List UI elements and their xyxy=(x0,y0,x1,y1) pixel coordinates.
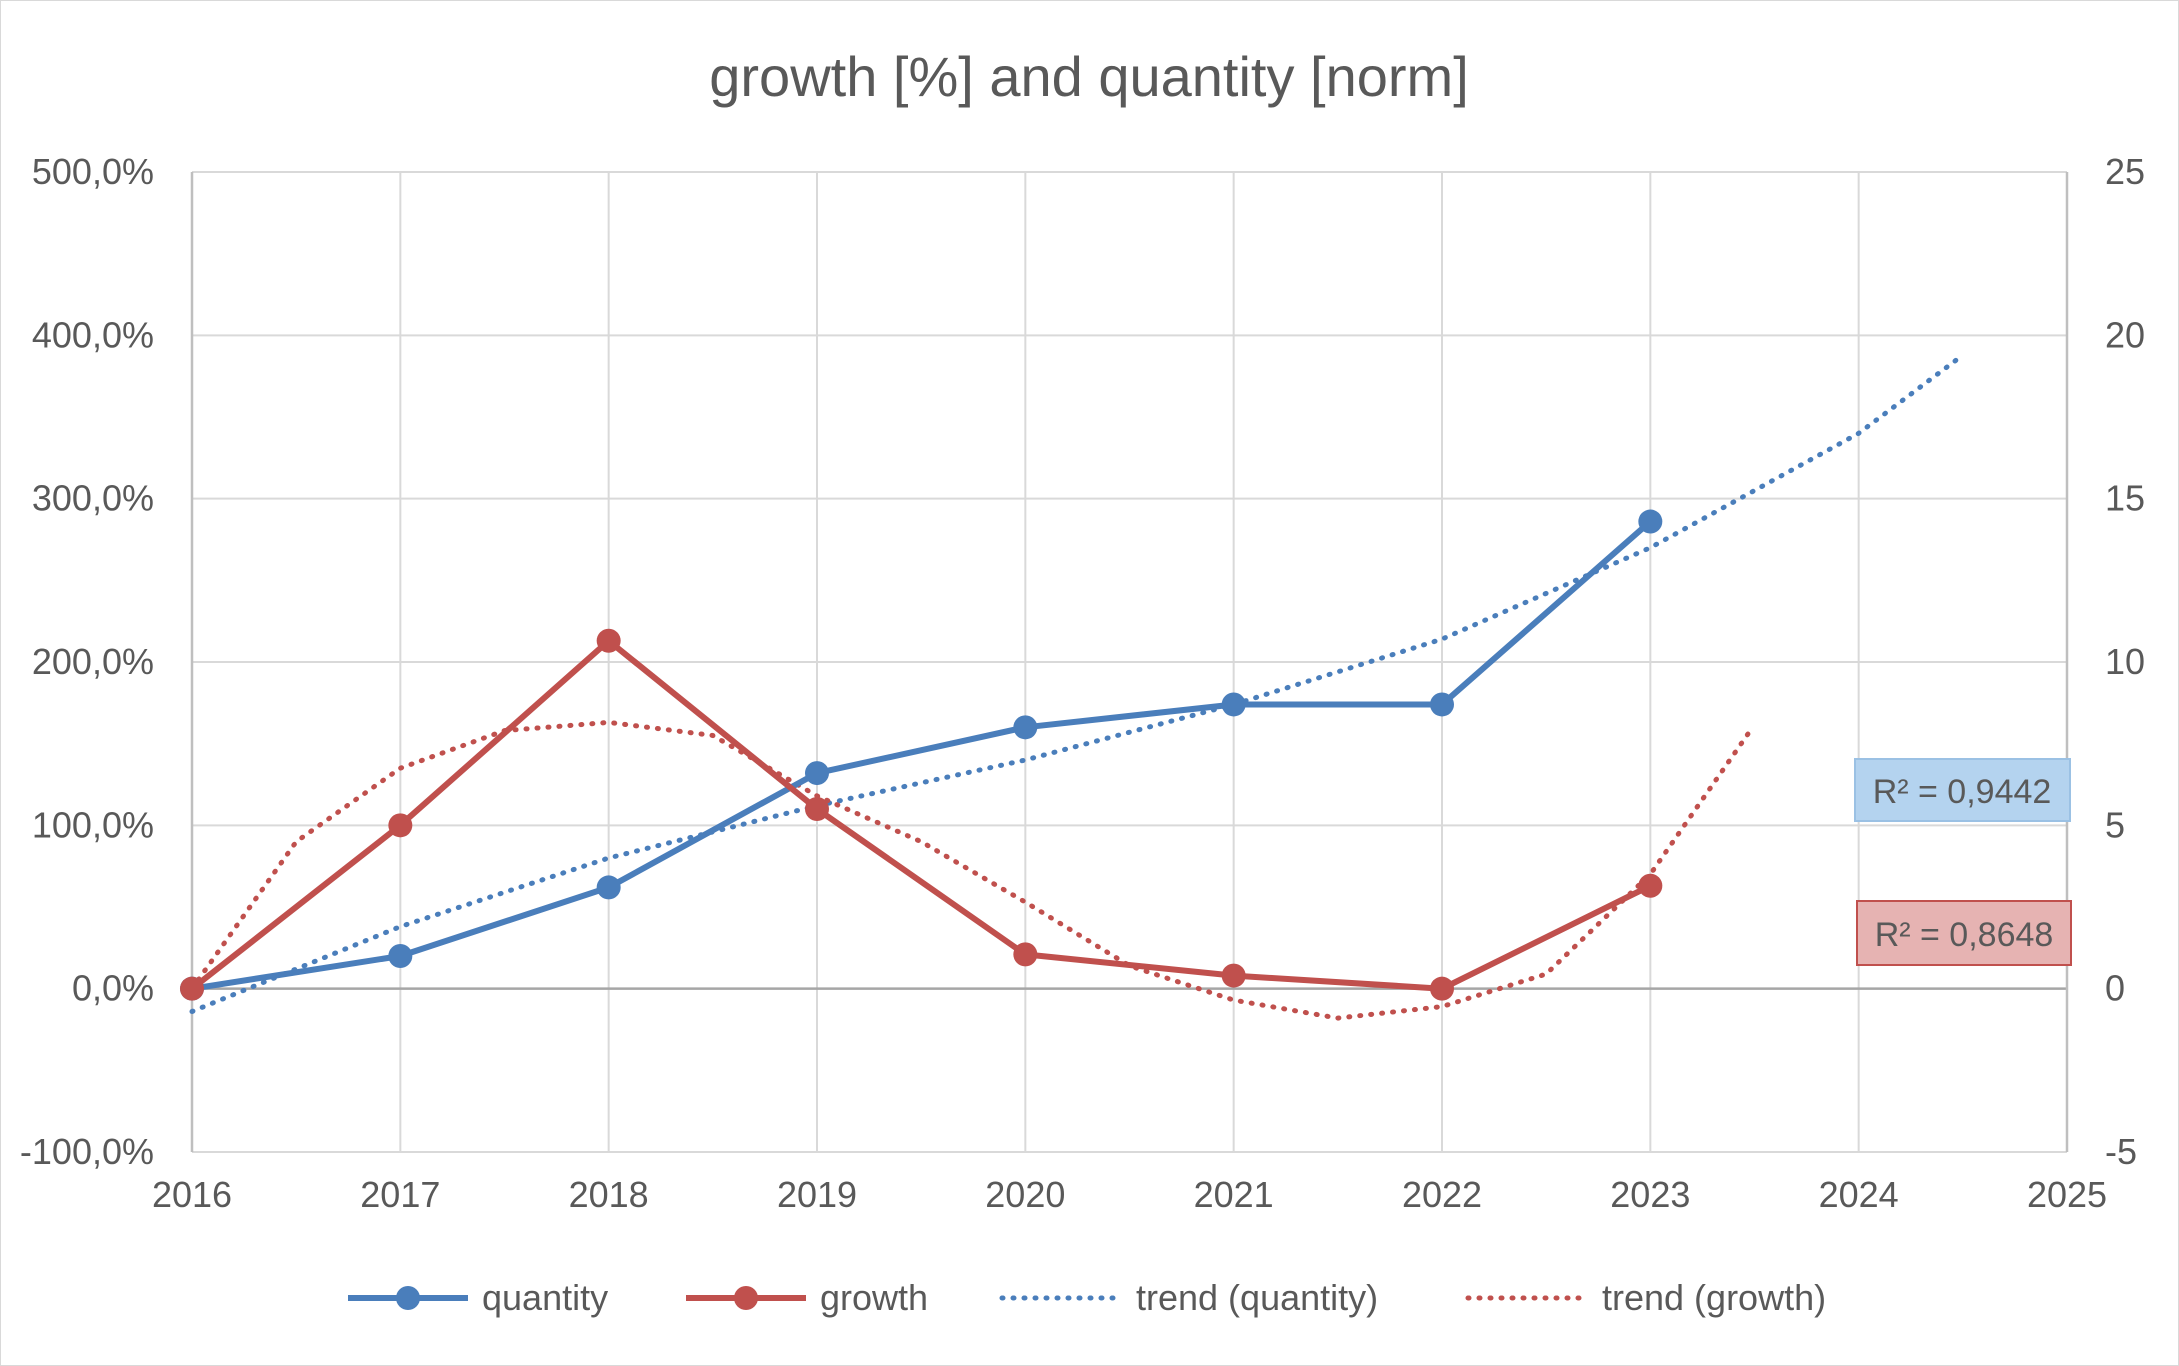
x-tick-label: 2019 xyxy=(777,1174,857,1215)
series-line xyxy=(189,518,1654,992)
y-right-tick-label: -5 xyxy=(2105,1131,2137,1172)
legend: quantity growth trend (quantity) trend (gro… xyxy=(348,1277,1826,1318)
y-right-tick-label: 20 xyxy=(2105,314,2145,355)
y-right-tick-label: 25 xyxy=(2105,151,2145,192)
legend-label: trend (quantity) xyxy=(1136,1277,1378,1318)
data-point xyxy=(180,976,204,1001)
data-point xyxy=(1013,942,1038,967)
legend-swatch-marker xyxy=(734,1286,758,1310)
x-tick-label: 2017 xyxy=(360,1174,440,1215)
x-tick-label: 2024 xyxy=(1819,1174,1899,1215)
y-right-tick-label: 5 xyxy=(2105,804,2125,845)
series-layer xyxy=(180,355,1962,1021)
legend-swatch-marker xyxy=(396,1286,420,1310)
data-point xyxy=(596,875,621,900)
data-point xyxy=(1430,976,1454,1001)
chart-title: growth [%] and quantity [norm] xyxy=(709,45,1469,108)
x-tick-label: 2018 xyxy=(569,1174,649,1215)
data-point xyxy=(596,628,621,653)
axes: -100,0% -5 0,0% 0 100,0% 5 200,0% 10 300,0% 15 400… xyxy=(20,151,2145,1215)
data-point xyxy=(805,797,829,821)
r2-box-growth xyxy=(1856,900,2072,966)
data-point xyxy=(388,944,413,968)
trendline xyxy=(189,719,1753,1021)
x-tick-label: 2020 xyxy=(985,1174,1065,1215)
data-point xyxy=(1221,692,1246,717)
y-left-tick-label: -100,0% xyxy=(20,1131,154,1172)
legend-label: quantity xyxy=(482,1277,608,1318)
data-point xyxy=(805,761,829,786)
x-tick-label: 2025 xyxy=(2027,1174,2107,1215)
y-left-tick-label: 100,0% xyxy=(32,804,154,845)
r2-labels: R² = 0,9442 R² = 0,8648 xyxy=(1854,758,2072,966)
trendline xyxy=(189,355,1962,1014)
y-left-tick-label: 300,0% xyxy=(32,478,154,519)
data-point xyxy=(1221,963,1246,988)
y-left-tick-label: 500,0% xyxy=(32,151,154,192)
legend-label: trend (growth) xyxy=(1602,1277,1826,1318)
x-tick-label: 2022 xyxy=(1402,1174,1482,1215)
r2-box-quantity xyxy=(1854,758,2071,822)
y-left-tick-label: 0,0% xyxy=(72,968,154,1009)
y-left-tick-label: 400,0% xyxy=(32,314,154,355)
series-line xyxy=(189,637,1654,992)
y-right-tick-label: 10 xyxy=(2105,641,2145,682)
data-point xyxy=(388,813,413,838)
y-left-tick-label: 200,0% xyxy=(32,641,154,682)
y-right-tick-label: 15 xyxy=(2105,478,2145,519)
r2-label-quantity: R² = 0,9442 xyxy=(1873,773,2052,811)
data-point xyxy=(1013,715,1038,740)
x-tick-label: 2023 xyxy=(1610,1174,1690,1215)
x-tick-label: 2021 xyxy=(1194,1174,1274,1215)
y-right-tick-label: 0 xyxy=(2105,968,2125,1009)
legend-label: growth xyxy=(820,1277,928,1318)
x-tick-label: 2016 xyxy=(152,1174,232,1215)
data-point xyxy=(1638,509,1663,534)
data-point xyxy=(1638,873,1663,898)
r2-label-growth: R² = 0,8648 xyxy=(1875,916,2054,954)
data-point xyxy=(1430,692,1454,717)
